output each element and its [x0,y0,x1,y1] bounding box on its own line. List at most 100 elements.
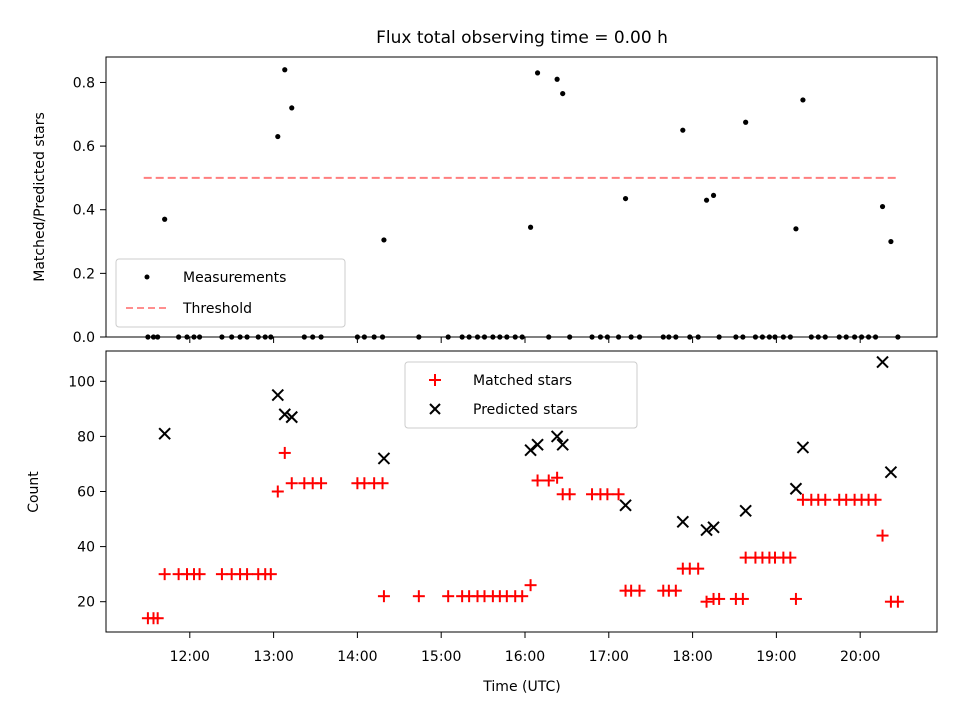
matched-star-point [869,493,882,506]
legend-predicted-label: Predicted stars [473,402,578,418]
bottom-xtick-label: 20:00 [840,649,880,665]
legend-measurements-label: Measurements [183,270,286,286]
matched-star-point [819,493,832,506]
bottom-ytick-label: 80 [77,429,95,445]
matched-star-point [551,471,564,484]
top-panel: Flux total observing time = 0.00 h 0.00.… [32,28,938,346]
measurement-point [879,203,886,210]
measurement-point [275,133,281,140]
bottom-x-axis-label: Time (UTC) [482,679,560,695]
matched-star-point [542,474,555,487]
matched-star-point [377,590,390,603]
bottom-xtick-label: 13:00 [253,649,293,665]
predicted-star-point [796,441,810,454]
top-ytick-label: 0.8 [73,75,95,91]
matched-star-point [412,590,425,603]
matched-star-point [271,485,284,498]
bottom-ytick-label: 20 [77,595,95,611]
measurement-point [560,90,566,97]
predicted-star-point [271,388,284,402]
predicted-star-point [739,504,752,517]
top-ytick-label: 0.6 [73,139,95,155]
bottom-ytick-label: 100 [68,374,95,390]
bottom-y-ticks: 20 40 60 80 100 [68,374,106,611]
measurement-point [282,67,288,73]
matched-star-point [736,592,749,605]
matched-star-point [700,595,713,608]
measurement-point [534,70,541,76]
predicted-star-point [556,438,569,451]
bottom-xtick-label: 15:00 [421,649,461,665]
measurement-point [703,197,710,203]
predicted-star-point [377,452,391,465]
bottom-panel: 20 40 60 80 100 12:00 13:00 14:00 15:00 16:00 17:… [26,350,938,695]
bottom-xtick-label: 18:00 [672,649,712,665]
bottom-xtick-label: 14:00 [337,649,377,665]
matched-star-point [876,529,889,542]
legend-measurements-marker [144,274,150,280]
top-ytick-label: 0.0 [73,330,95,346]
matched-star-point [669,584,682,597]
top-legend: Measurements Threshold [115,258,346,328]
predicted-star-point [278,408,291,421]
bottom-legend-box [404,361,638,429]
bottom-xtick-label: 16:00 [505,649,545,665]
measurement-point [743,119,749,125]
legend-matched-label: Matched stars [473,373,572,389]
legend-predicted-marker [429,403,441,415]
top-y-axis-label: Matched/Predicted stars [32,112,48,282]
matched-star-point [151,612,164,625]
legend-matched-marker [429,374,441,386]
bottom-xtick-label: 19:00 [756,649,796,665]
measurement-point [381,237,387,243]
matched-star-point [531,474,544,487]
top-legend-box [115,258,346,328]
matched-star-point [376,477,389,490]
predicted-star-point [619,499,632,512]
predicted-star-point [876,355,889,369]
matched-star-point [789,592,802,605]
matched-star-point [193,568,206,581]
matched-star-point [264,568,277,581]
measurement-point [622,195,629,202]
predicted-star-point [676,515,690,529]
legend-threshold-label: Threshold [182,301,252,317]
matched-star-point [713,592,726,605]
top-y-ticks: 0.0 0.2 0.4 0.6 0.8 [73,75,106,346]
predicted-star-point [884,466,898,479]
bottom-ytick-label: 60 [77,485,95,501]
matched-star-point [601,488,614,501]
bottom-ytick-label: 40 [77,540,95,556]
matched-star-point [633,584,646,597]
measurement-point [710,192,717,199]
predicted-star-point [158,427,171,440]
matched-star-point [516,590,529,603]
bottom-y-axis-label: Count [26,471,42,513]
matched-star-point [563,488,576,501]
top-ytick-label: 0.4 [73,203,95,219]
measurement-point [162,216,168,222]
predicted-star-point [285,410,298,424]
matched-star-point [315,477,328,490]
matched-star-point [524,579,537,592]
bottom-x-ticks: 12:00 13:00 14:00 15:00 16:00 17:00 18:00 19:00… [170,632,880,665]
bottom-xtick-label: 17:00 [589,649,629,665]
predicted-star-point [524,443,537,457]
matched-star-point [285,477,298,490]
matched-star-point [784,551,797,564]
matched-star-point [692,562,705,575]
measurement-point [527,224,534,230]
predicted-star-point [707,521,720,534]
bottom-legend: Matched stars Predicted stars [404,361,638,429]
predicted-star-point [531,438,544,451]
matched-star-point [442,590,455,603]
matched-star-point [241,568,254,581]
matched-star-point [891,595,904,608]
measurement-point [793,226,799,232]
matched-star-point [278,446,291,459]
measurement-point [888,238,894,245]
predicted-star-point [550,430,564,443]
top-x-ticks [189,337,861,343]
